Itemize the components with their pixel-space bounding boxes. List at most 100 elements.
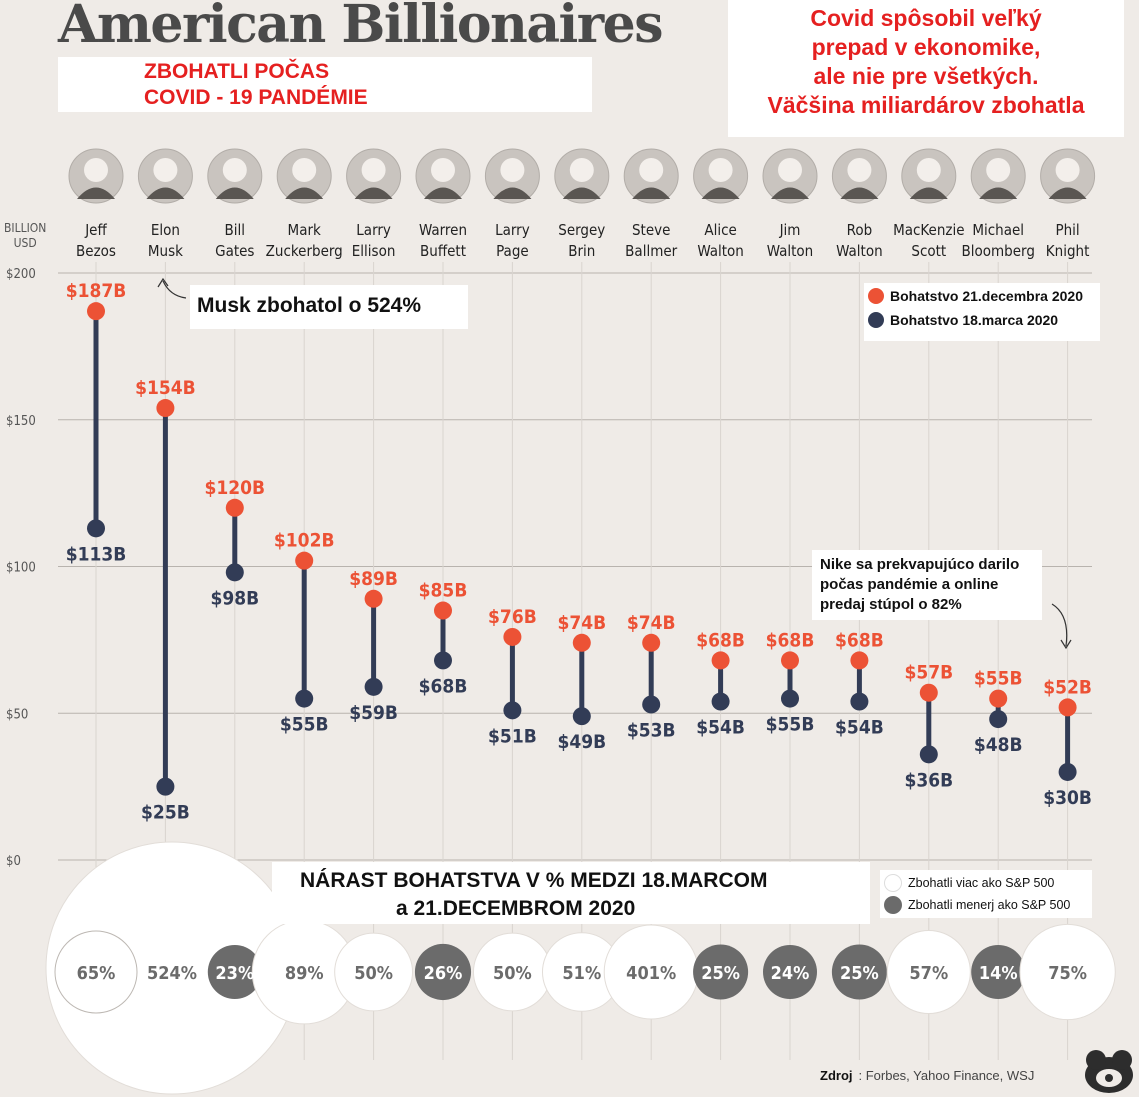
growth-bubble	[763, 945, 817, 999]
person-first-name: Warren	[419, 221, 467, 239]
person-first-name: Steve	[632, 221, 670, 239]
point-december	[1058, 698, 1077, 717]
source-text: : Forbes, Yahoo Finance, WSJ	[858, 1068, 1035, 1083]
nike-note: Nike sa prekvapujúco darilo počas pandém…	[820, 556, 1020, 613]
portrait-face-icon	[708, 158, 733, 182]
person-first-name: Bill	[225, 221, 246, 239]
point-march	[711, 692, 730, 711]
growth-label: 524%	[147, 963, 197, 984]
growth-legend-item-more: Zbohatli viac ako S&P 500	[884, 874, 1054, 892]
point-march	[295, 689, 314, 708]
point-december	[711, 651, 730, 670]
growth-label: 26%	[424, 963, 463, 984]
label-december: $85B	[419, 580, 468, 602]
label-december: $74B	[557, 612, 606, 634]
growth-bubble	[207, 945, 262, 999]
person-first-name: Sergey	[558, 221, 605, 239]
label-december: $52B	[1043, 676, 1092, 698]
label-december: $76B	[488, 606, 537, 628]
label-march: $55B	[280, 714, 329, 736]
growth-label: 25%	[840, 963, 879, 984]
person-first-name: Rob	[847, 221, 873, 239]
person-last-name: Walton	[697, 242, 744, 260]
label-december: $68B	[835, 629, 884, 651]
covid-note-box: Covid spôsobil veľký prepad v ekonomike,…	[728, 0, 1124, 137]
portrait-shoulders-icon	[77, 187, 115, 199]
person-last-name: Ellison	[352, 242, 396, 260]
person-last-name: Walton	[767, 242, 814, 260]
point-march	[642, 695, 661, 714]
growth-legend: Zbohatli viac ako S&P 500 Zbohatli mener…	[880, 870, 1092, 918]
point-march	[434, 651, 452, 670]
chart-legend: Bohatstvo 21.decembra 2020 Bohatstvo 18.…	[864, 283, 1100, 341]
portrait-face-icon	[84, 158, 108, 182]
point-march	[156, 777, 175, 796]
portrait-shoulders-icon	[562, 187, 601, 199]
label-march: $49B	[557, 731, 606, 753]
label-march: $30B	[1043, 787, 1092, 809]
portrait-face-icon	[361, 158, 386, 182]
portrait-face-icon	[431, 158, 455, 182]
label-december: $154B	[135, 377, 196, 399]
y-axis-units: BILLION USD	[4, 221, 47, 250]
person-last-name: Bloomberg	[962, 242, 1035, 260]
person-last-name: Brin	[568, 242, 595, 260]
y-tick-label: $0	[6, 854, 21, 869]
person-last-name: Ballmer	[625, 242, 677, 260]
growth-label: 401%	[626, 963, 676, 984]
portrait-face-icon	[986, 158, 1011, 182]
source-label: Zdroj	[820, 1068, 853, 1083]
point-march	[225, 563, 244, 582]
point-december	[572, 633, 591, 652]
point-december	[503, 627, 522, 646]
point-december	[434, 601, 452, 620]
person-last-name: Gates	[215, 242, 254, 260]
point-march	[572, 707, 591, 726]
person-last-name: Buffett	[420, 242, 466, 260]
growth-legend-item-less: Zbohatli menerj ako S&P 500	[884, 896, 1070, 914]
portrait-shoulders-icon	[146, 187, 185, 199]
y-tick-label: $150	[6, 414, 36, 429]
point-december	[295, 551, 314, 570]
brand-logo-icon	[1085, 1050, 1133, 1093]
point-march	[850, 692, 869, 711]
y-tick-label: $100	[6, 561, 36, 576]
legend-item-march: Bohatstvo 18.marca 2020	[868, 312, 1058, 328]
growth-legend-label-less: Zbohatli menerj ako S&P 500	[908, 898, 1071, 912]
label-december: $74B	[627, 612, 676, 634]
label-december: $55B	[974, 668, 1023, 690]
growth-bubble	[414, 943, 472, 1001]
person-first-name: Elon	[151, 221, 180, 239]
portrait-face-icon	[778, 158, 802, 182]
portrait-shoulders-icon	[354, 187, 393, 199]
point-december	[781, 651, 799, 670]
growth-bubble	[886, 929, 971, 1015]
portrait-face-icon	[847, 158, 872, 182]
growth-legend-dot-more	[884, 874, 902, 892]
person-last-name: Scott	[911, 242, 946, 260]
point-december	[642, 633, 661, 652]
person-first-name: Phil	[1055, 221, 1079, 239]
nike-annotation: Nike sa prekvapujúco darilo počas pandém…	[812, 550, 1042, 620]
label-december: $187B	[66, 280, 127, 302]
subtitle-box: ZBOHATLI POČAS COVID - 19 PANDÉMIE	[58, 57, 592, 112]
y-tick-label: $50	[6, 707, 28, 722]
label-march: $51B	[488, 725, 537, 747]
label-december: $68B	[766, 629, 815, 651]
growth-bubble	[334, 932, 414, 1012]
point-december	[919, 683, 938, 702]
person-first-name: Alice	[704, 221, 736, 239]
growth-legend-label-more: Zbohatli viac ako S&P 500	[908, 876, 1055, 890]
growth-bubble	[971, 945, 1026, 999]
portrait-shoulders-icon	[493, 187, 532, 199]
growth-label: 75%	[1048, 963, 1087, 984]
growth-label: 89%	[285, 963, 324, 984]
label-december: $57B	[904, 662, 953, 684]
person-first-name: Michael	[972, 221, 1024, 239]
portrait-shoulders-icon	[909, 187, 948, 199]
label-march: $68B	[419, 675, 468, 697]
point-march	[364, 677, 383, 696]
y-tick-label: $200	[6, 267, 36, 282]
label-march: $59B	[349, 702, 398, 724]
